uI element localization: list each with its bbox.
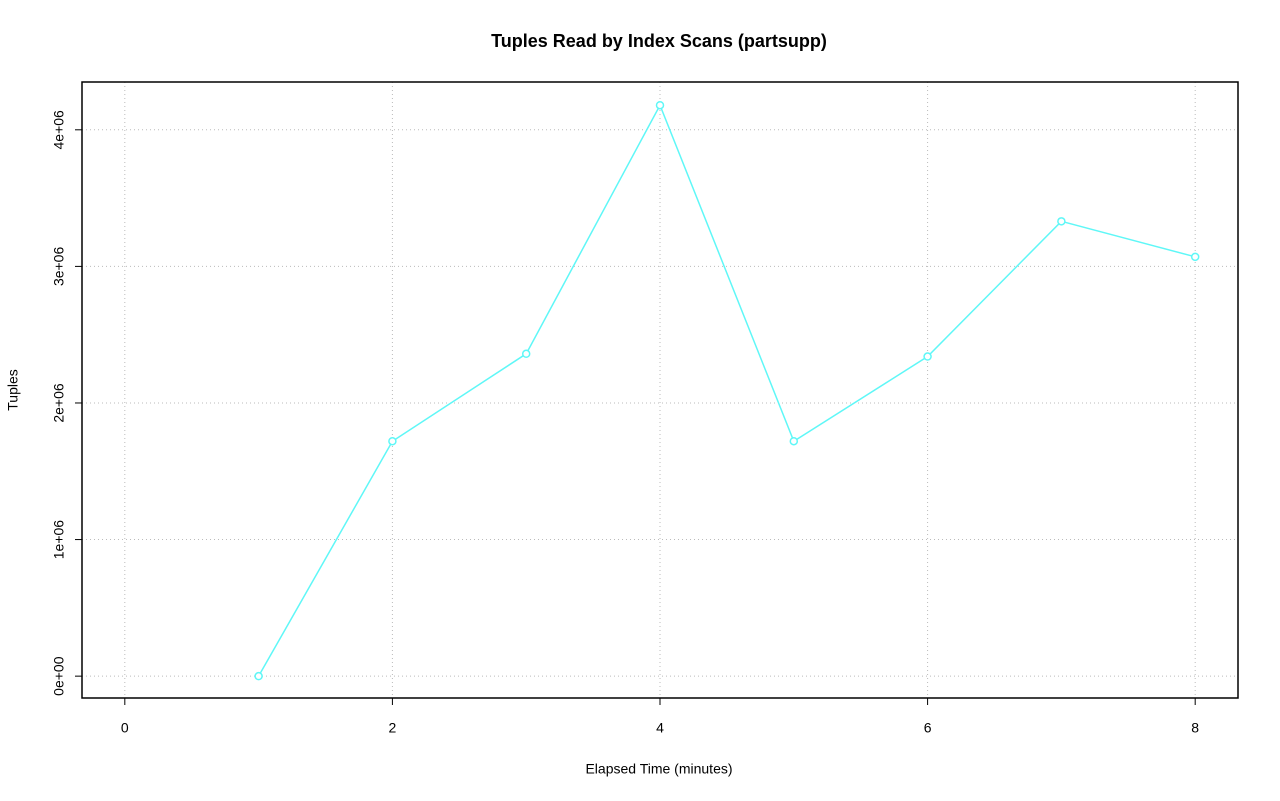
y-tick-label: 0e+00 <box>51 656 67 696</box>
data-point <box>1190 252 1200 262</box>
x-tick-label: 8 <box>1191 720 1199 736</box>
plot-frame <box>81 81 1239 699</box>
data-point <box>655 100 665 110</box>
y-tick-label: 4e+06 <box>51 110 67 150</box>
y-tick-label: 1e+06 <box>51 520 67 560</box>
y-tick-label: 3e+06 <box>51 247 67 287</box>
data-point <box>521 349 531 359</box>
data-point <box>1057 217 1066 226</box>
data-point <box>254 671 263 681</box>
x-tick-label: 2 <box>389 720 397 736</box>
y-tick-label: 2e+06 <box>51 383 67 423</box>
x-axis-label: Elapsed Time (minutes) <box>585 761 732 777</box>
data-point <box>789 436 799 446</box>
x-tick-label: 4 <box>656 720 664 736</box>
data-point <box>923 352 932 361</box>
data-line <box>257 103 1196 677</box>
x-tick-label: 0 <box>121 720 129 736</box>
chart-title: Tuples Read by Index Scans (partsupp) <box>491 31 827 51</box>
x-tick-label: 6 <box>924 720 932 736</box>
data-point <box>388 436 397 446</box>
y-axis-label: Tuples <box>5 369 21 411</box>
